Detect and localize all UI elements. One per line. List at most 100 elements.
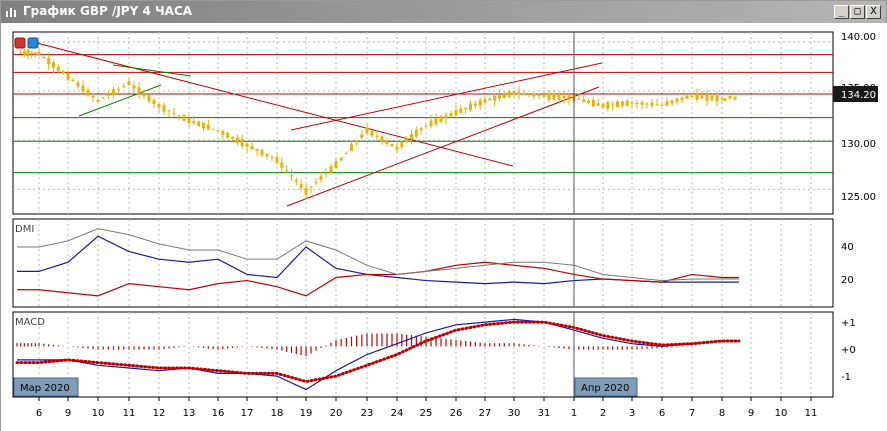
x-tick-label: 1 bbox=[571, 408, 577, 419]
candle-body bbox=[611, 104, 615, 106]
x-tick-label: 31 bbox=[538, 408, 551, 419]
month-marker-apr bbox=[574, 377, 638, 397]
candle-body bbox=[47, 57, 51, 65]
x-tick-label: 6 bbox=[36, 408, 42, 419]
candle-body bbox=[522, 93, 526, 95]
dmi-pane[interactable] bbox=[12, 218, 834, 308]
candle-body bbox=[630, 102, 634, 104]
candle-body bbox=[101, 97, 105, 99]
candle-body bbox=[557, 94, 561, 100]
x-tick-label: 20 bbox=[330, 408, 343, 419]
candle-body bbox=[33, 52, 37, 55]
candle-body bbox=[601, 103, 605, 108]
candle-body bbox=[226, 132, 230, 138]
candle-body bbox=[197, 121, 201, 127]
maximize-button[interactable]: □ bbox=[850, 5, 865, 19]
candle-body bbox=[650, 102, 654, 106]
red-marker-button[interactable] bbox=[14, 37, 26, 49]
candle-body bbox=[723, 98, 727, 102]
channel-lower-line bbox=[286, 86, 600, 207]
title-bar[interactable]: График GBP /JPY 4 ЧАСА _ □ X bbox=[1, 1, 886, 23]
candle-body bbox=[478, 100, 482, 106]
candle-body bbox=[700, 95, 704, 99]
candle-body bbox=[606, 102, 610, 109]
candle-body bbox=[106, 94, 110, 96]
x-tick-label: 27 bbox=[479, 408, 492, 419]
candle-body bbox=[221, 130, 225, 135]
candle-body bbox=[127, 81, 131, 86]
candle-body bbox=[705, 94, 709, 101]
candle-body bbox=[235, 137, 239, 143]
macd-tick-0: +0 bbox=[841, 345, 856, 356]
candle-body bbox=[112, 88, 115, 96]
candle-body bbox=[434, 118, 438, 125]
y-tick-140: 140.00 bbox=[841, 32, 876, 43]
x-tick-label: 6 bbox=[659, 408, 665, 419]
x-tick-label: 2 bbox=[600, 408, 606, 419]
green-trend-line bbox=[78, 84, 162, 117]
x-tick-label: 18 bbox=[271, 408, 284, 419]
main-pane[interactable] bbox=[12, 31, 834, 215]
candle-body bbox=[152, 99, 156, 105]
x-tick-label: 11 bbox=[123, 408, 136, 419]
candle-body bbox=[449, 113, 453, 117]
candle-body bbox=[517, 92, 521, 95]
blue-marker-button[interactable] bbox=[27, 37, 39, 49]
x-tick-label: 16 bbox=[212, 408, 225, 419]
close-button[interactable]: X bbox=[866, 5, 881, 19]
macd-signal-line bbox=[15, 320, 741, 384]
candle-body bbox=[202, 122, 205, 129]
candle-body bbox=[454, 110, 458, 116]
candles-group bbox=[19, 44, 737, 200]
candle-body bbox=[675, 98, 679, 103]
candle-body bbox=[314, 182, 318, 184]
candle-body bbox=[172, 112, 176, 114]
candle-body bbox=[66, 72, 70, 80]
macd-pane[interactable] bbox=[12, 311, 834, 398]
candle-body bbox=[355, 141, 359, 143]
candle-body bbox=[429, 120, 433, 127]
dmi-tick-20: 20 bbox=[841, 275, 854, 286]
candle-body bbox=[76, 82, 80, 87]
x-tick-label: 25 bbox=[420, 408, 433, 419]
candle-body bbox=[620, 101, 624, 107]
main-overlay-lines bbox=[13, 40, 833, 207]
candle-body bbox=[469, 103, 472, 111]
chart-canvas[interactable]: 140.00 135.00 130.00 125.00 134.20 DMI 4… bbox=[1, 23, 887, 431]
candle-body bbox=[192, 121, 196, 124]
x-tick-label: 19 bbox=[300, 408, 313, 419]
candle-body bbox=[483, 99, 487, 103]
window-title: График GBP /JPY 4 ЧАСА bbox=[23, 4, 193, 18]
candle-body bbox=[542, 94, 546, 98]
candle-body bbox=[182, 115, 186, 121]
candle-body bbox=[405, 138, 409, 143]
candle-body bbox=[280, 162, 284, 168]
candle-body bbox=[22, 51, 26, 55]
candle-body bbox=[547, 92, 551, 100]
dmi-lines bbox=[17, 228, 739, 297]
chart-area[interactable]: 140.00 135.00 130.00 125.00 134.20 DMI 4… bbox=[1, 23, 887, 431]
candle-body bbox=[260, 149, 264, 156]
candle-body bbox=[61, 71, 65, 74]
candle-body bbox=[390, 143, 394, 147]
candle-body bbox=[502, 93, 506, 99]
macd-lines bbox=[15, 318, 741, 391]
macd-main-line bbox=[17, 318, 739, 391]
candle-body bbox=[537, 94, 541, 96]
candle-body bbox=[52, 62, 55, 68]
candle-body bbox=[527, 94, 531, 96]
candle-body bbox=[157, 104, 161, 108]
candle-body bbox=[334, 161, 338, 169]
minimize-button[interactable]: _ bbox=[834, 5, 849, 19]
candle-body bbox=[142, 92, 146, 97]
candle-body bbox=[444, 115, 448, 119]
candle-body bbox=[81, 85, 85, 92]
channel-upper-line bbox=[290, 62, 603, 131]
candle-body bbox=[695, 93, 699, 100]
candle-body bbox=[96, 99, 100, 102]
x-tick-label: 26 bbox=[450, 408, 463, 419]
month-marker-apr-text: Апр 2020 bbox=[581, 383, 629, 394]
month-marker-mar-text: Мар 2020 bbox=[20, 383, 70, 394]
candle-body bbox=[464, 108, 468, 110]
